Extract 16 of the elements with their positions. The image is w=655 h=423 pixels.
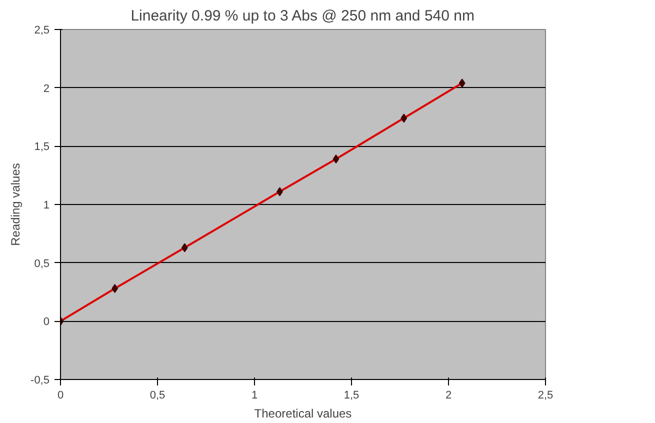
y-axis-title: Reading values (8, 163, 23, 246)
x-tick-label: 2,5 (538, 390, 554, 402)
y-tick-label: 0,5 (34, 258, 50, 270)
x-tick-label: 1,5 (344, 390, 360, 402)
y-tick-label: 2 (43, 82, 50, 95)
y-tick-label: 0 (43, 316, 50, 328)
y-tick-label: 2,5 (34, 24, 50, 36)
chart-title: Linearity 0.99 % up to 3 Abs @ 250 nm and 540 nm (130, 8, 474, 24)
y-tick-label: 1,5 (34, 141, 50, 154)
x-tick-label: 0 (57, 390, 64, 402)
y-tick-label: 1 (43, 200, 50, 212)
x-tick-label: 1 (251, 390, 258, 402)
x-tick-label: 0,5 (150, 390, 166, 402)
x-tick-label: 2 (445, 390, 452, 402)
x-axis-title: Theoretical values (254, 406, 352, 420)
y-tick-label: -0,5 (30, 374, 50, 386)
